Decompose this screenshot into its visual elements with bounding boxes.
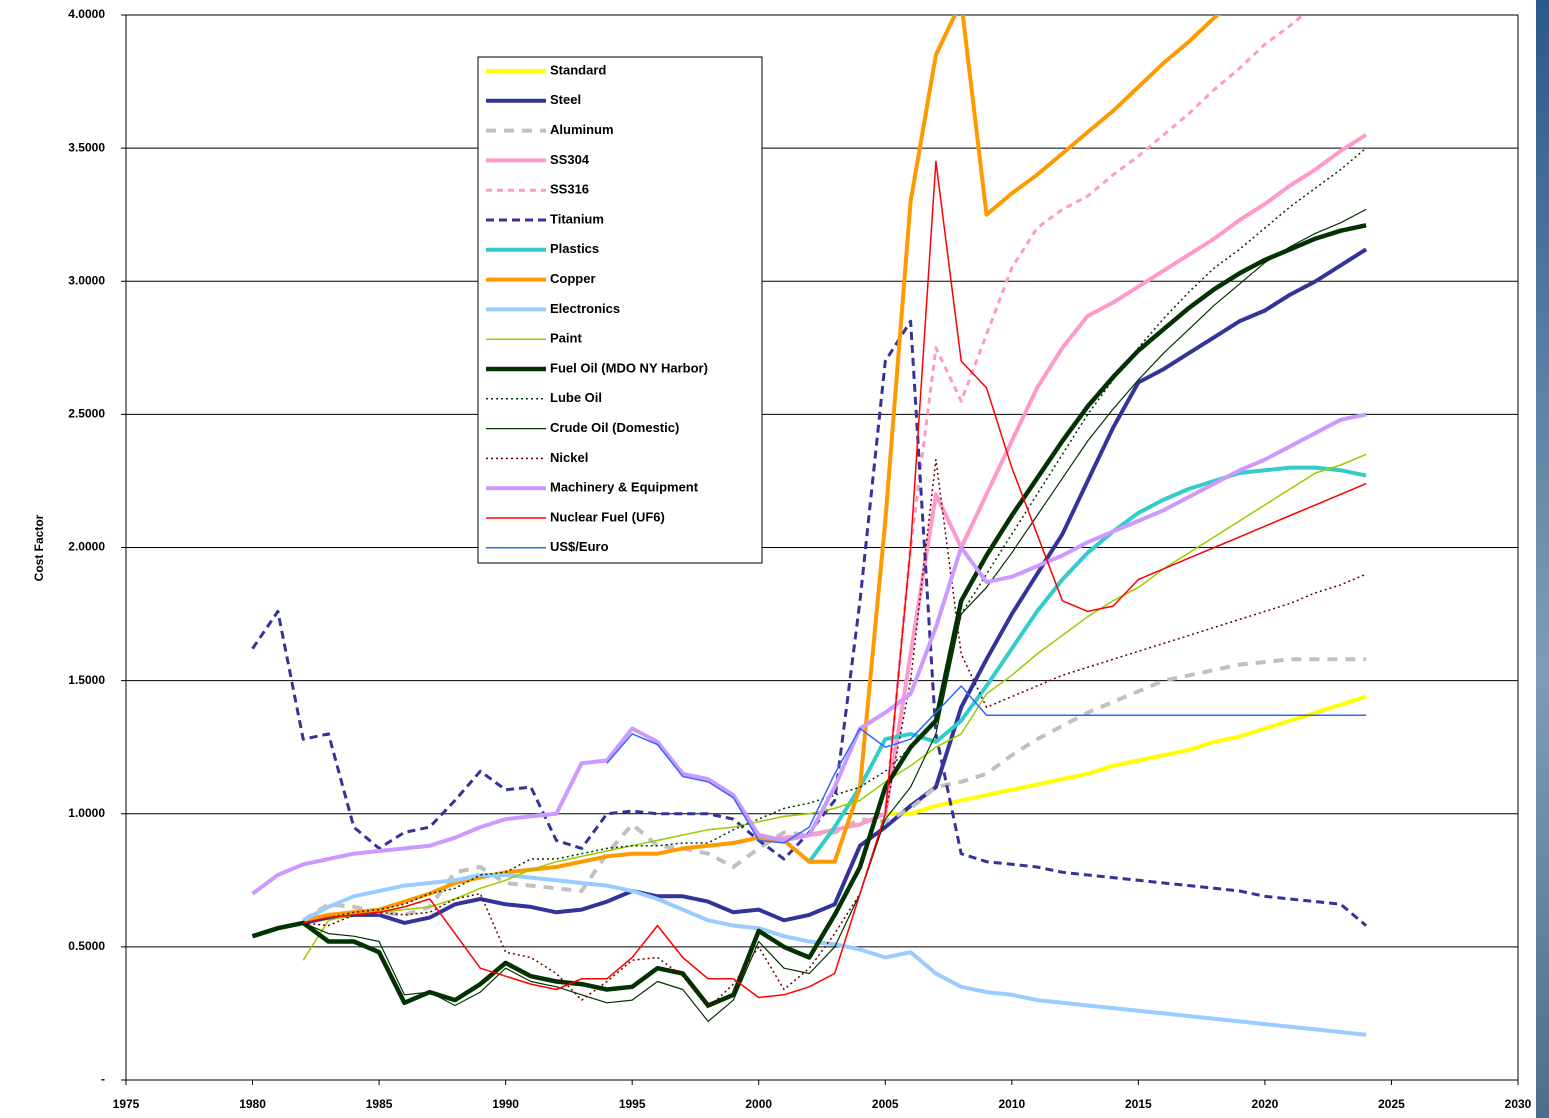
x-tick-label: 2005 <box>872 1097 899 1111</box>
legend-label: Fuel Oil (MDO NY Harbor) <box>550 360 708 375</box>
series-line <box>303 160 1367 999</box>
series-line <box>303 147 1367 924</box>
legend-label: Electronics <box>550 301 620 316</box>
series-line <box>251 412 1367 896</box>
legend: Standard Steel Aluminum SS304 SS316 Titanium P… <box>477 56 763 564</box>
legend-label: Paint <box>550 331 582 346</box>
y-tick-label: - <box>101 1072 105 1086</box>
x-tick-label: 1975 <box>113 1097 140 1111</box>
y-tick-label: 2.0000 <box>68 540 105 554</box>
legend-label: SS316 <box>550 182 589 197</box>
y-axis-label: Cost Factor <box>32 514 46 581</box>
legend-label: Machinery & Equipment <box>550 480 699 495</box>
series-lines <box>251 15 1368 1037</box>
x-tick-label: 2015 <box>1125 1097 1152 1111</box>
legend-label: Titanium <box>550 211 604 226</box>
legend-label: US$/Euro <box>550 539 609 554</box>
y-tick-label: 0.5000 <box>68 939 105 953</box>
legend-label: Nickel <box>550 450 588 465</box>
y-tick-label: 1.0000 <box>68 806 105 820</box>
series-line <box>251 223 1367 1008</box>
series-line <box>252 208 1367 1022</box>
x-tick-label: 2030 <box>1505 1097 1532 1111</box>
legend-label: Lube Oil <box>550 390 602 405</box>
series-line <box>302 453 1367 961</box>
legend-label: Copper <box>550 271 596 286</box>
series-line <box>251 247 1368 939</box>
series-line <box>303 458 1367 1009</box>
grid <box>121 14 1519 1085</box>
x-tick-label: 1985 <box>366 1097 393 1111</box>
x-tick-label: 2010 <box>998 1097 1025 1111</box>
legend-label: Aluminum <box>550 122 614 137</box>
legend-label: Nuclear Fuel (UF6) <box>550 509 665 524</box>
side-strip <box>1536 0 1549 1118</box>
x-tick-label: 2000 <box>745 1097 772 1111</box>
legend-label: Standard <box>550 62 606 77</box>
x-tick-label: 2025 <box>1378 1097 1405 1111</box>
y-tick-label: 3.5000 <box>68 140 105 154</box>
series-line <box>807 465 1367 863</box>
y-tick-label: 4.0000 <box>68 7 105 21</box>
legend-label: Crude Oil (Domestic) <box>550 420 679 435</box>
legend-label: Steel <box>550 92 581 107</box>
x-tick-label: 1990 <box>492 1097 519 1111</box>
series-line <box>302 657 1367 922</box>
x-tick-label: 2020 <box>1252 1097 1279 1111</box>
series-line <box>606 685 1367 844</box>
x-tick-label: 1995 <box>619 1097 646 1111</box>
series-line <box>302 873 1367 1037</box>
series-line <box>885 694 1367 816</box>
x-tick-label: 1980 <box>239 1097 266 1111</box>
legend-label: SS304 <box>550 152 590 167</box>
legend-label: Plastics <box>550 241 599 256</box>
y-tick-label: 1.5000 <box>68 673 105 687</box>
y-tick-label: 3.0000 <box>68 273 105 287</box>
y-tick-label: 2.5000 <box>68 407 105 421</box>
series-line <box>859 15 1306 826</box>
